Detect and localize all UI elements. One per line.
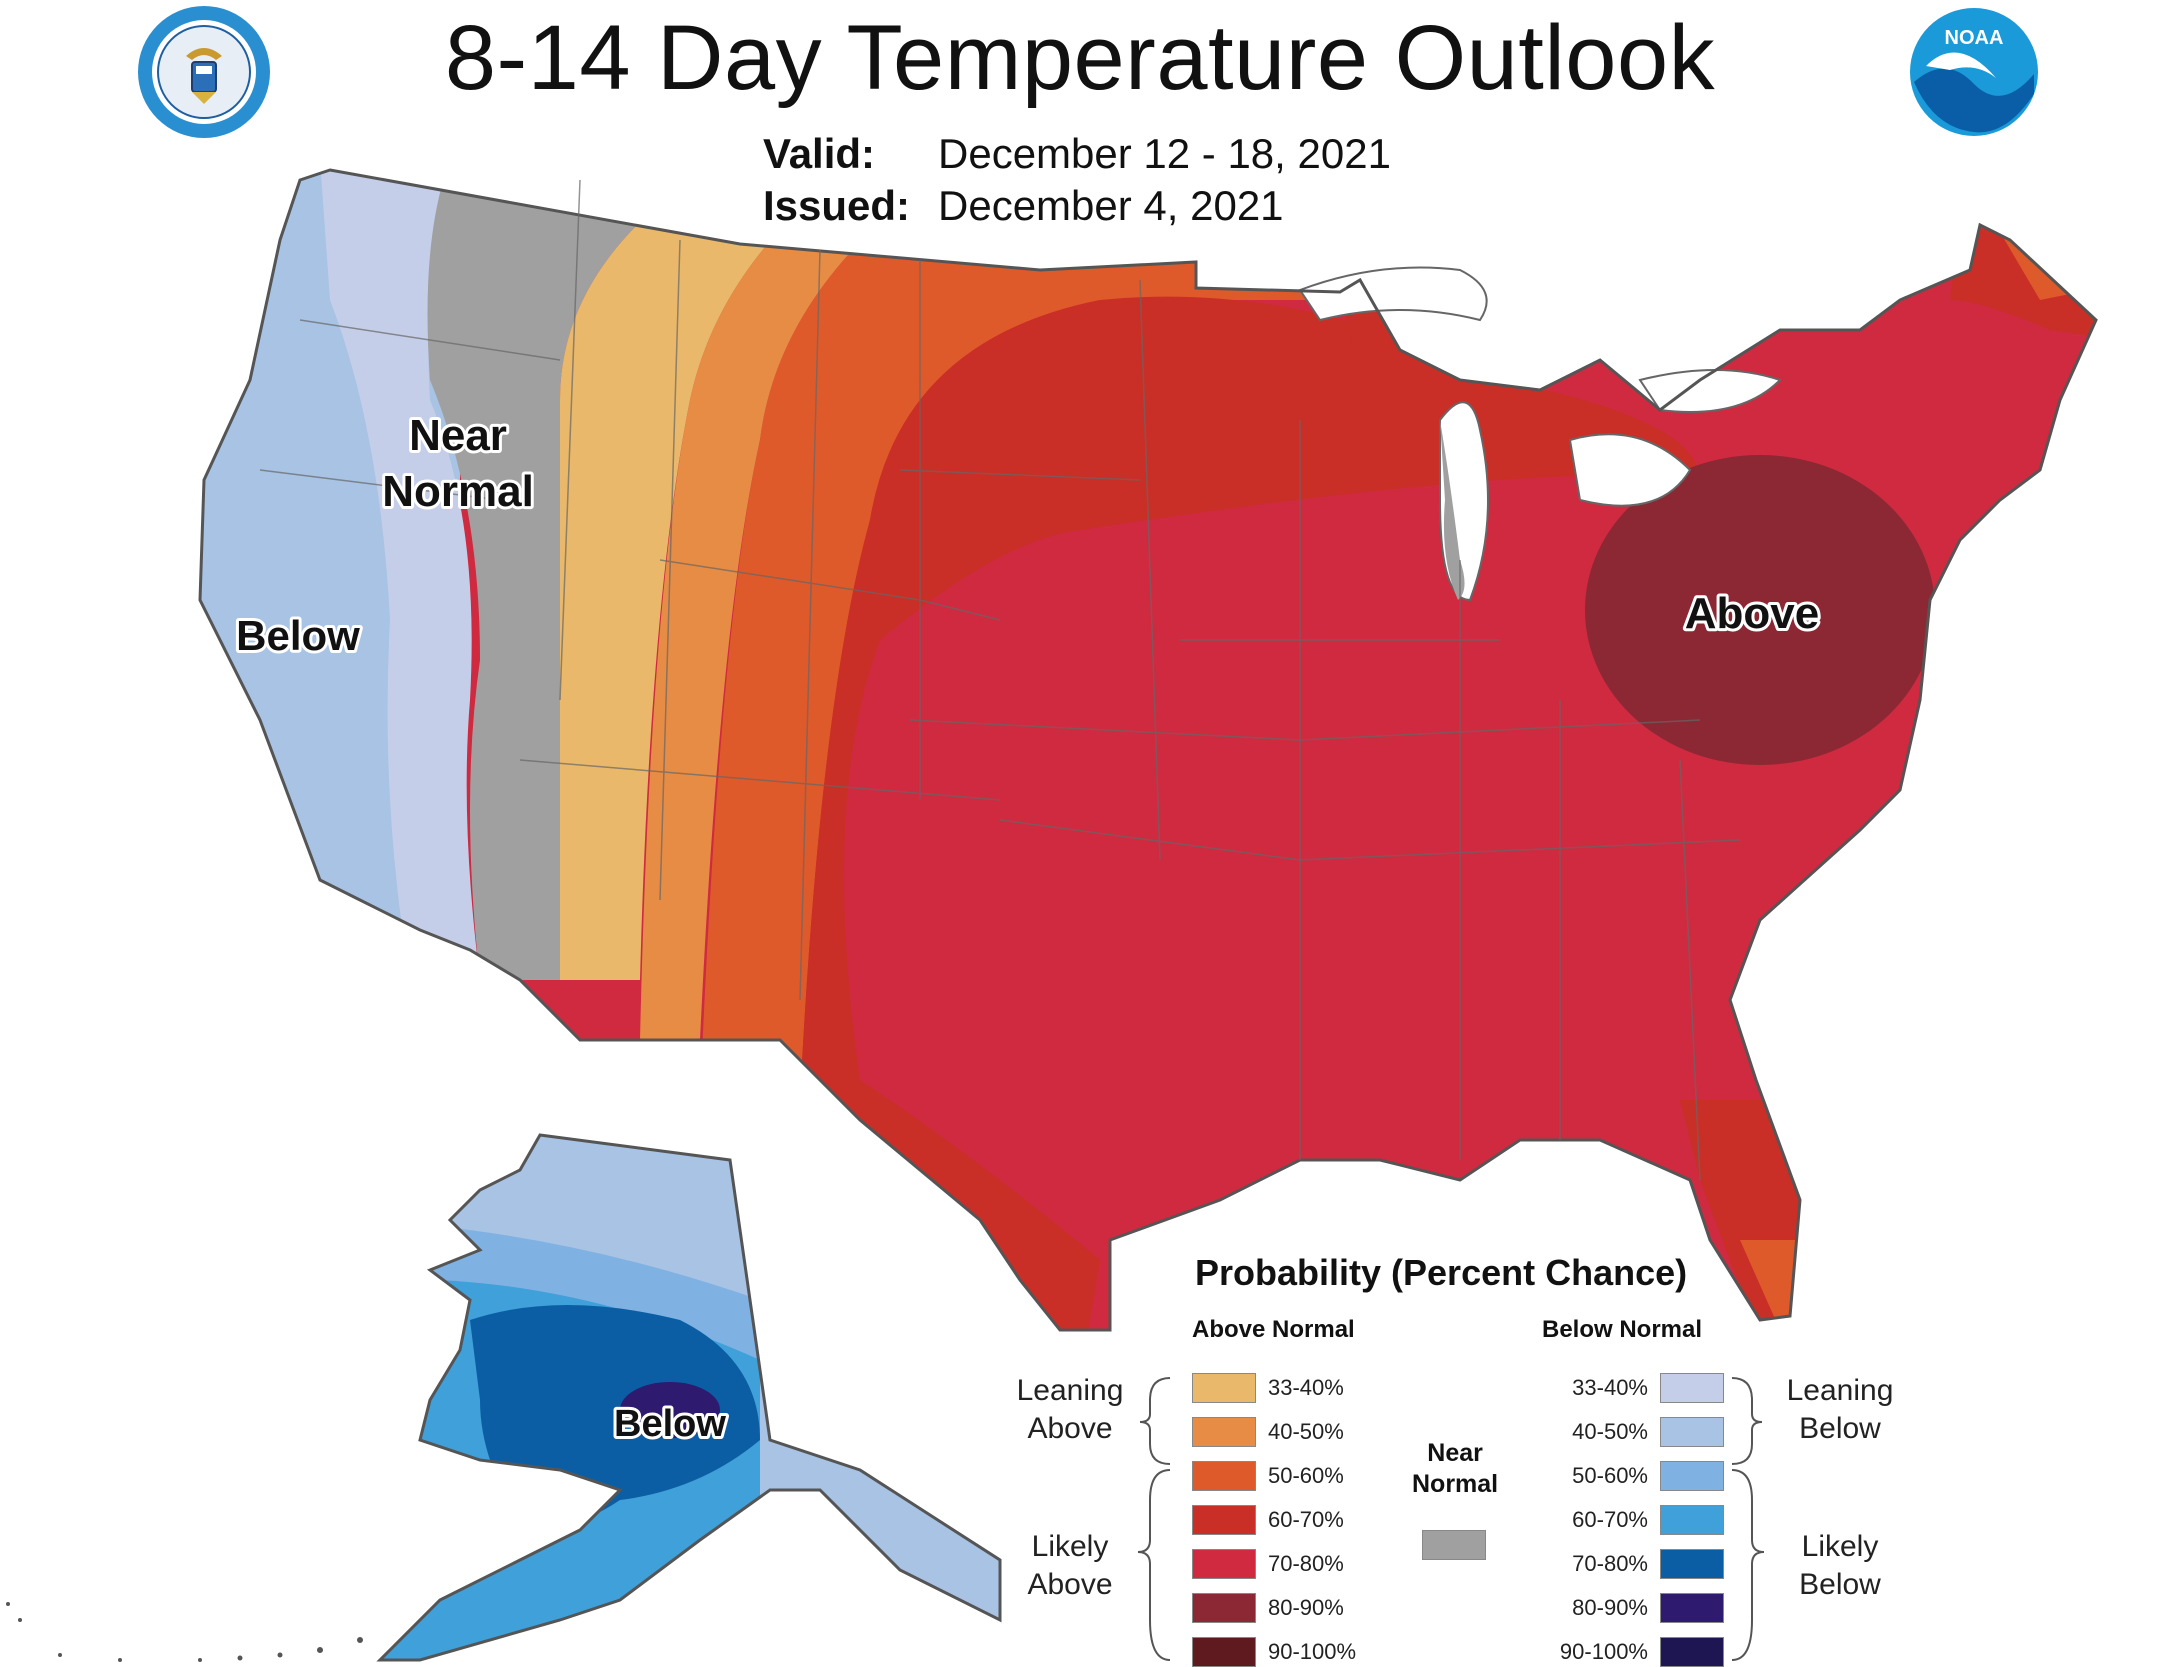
- legend-swatch-below-1: [1660, 1417, 1724, 1447]
- label-below-west: Below: [236, 612, 360, 659]
- legend-label-below-6: 90-100%: [1559, 1639, 1648, 1664]
- region-above-40-50: [640, 170, 960, 1040]
- region-above-33-40: [559, 170, 860, 980]
- date-info: Valid: December 12 - 18, 2021 Issued: Dece…: [763, 128, 1391, 232]
- valid-value: December 12 - 18, 2021: [938, 130, 1391, 177]
- legend-likely-above: Likely Above: [1027, 1530, 1113, 1601]
- legend-title: Probability (Percent Chance): [1195, 1252, 1688, 1293]
- legend-label-below-4: 70-80%: [1572, 1551, 1648, 1576]
- state-boundaries: [259, 179, 1741, 1181]
- valid-line: Valid: December 12 - 18, 2021: [763, 128, 1391, 180]
- legend-label-below-3: 60-70%: [1572, 1507, 1648, 1532]
- aleutian-islands: [6, 1602, 363, 1662]
- legend-label-below-0: 33-40%: [1572, 1375, 1648, 1400]
- legend-swatch-above-3: [1192, 1505, 1256, 1535]
- legend-swatch-below-0: [1660, 1373, 1724, 1403]
- issued-line: Issued: December 4, 2021: [763, 180, 1391, 232]
- legend-swatch-below-5: [1660, 1593, 1724, 1623]
- legend-swatch-above-2: [1192, 1461, 1256, 1491]
- great-lakes: [1298, 266, 1782, 602]
- legend-label-above-0: 33-40%: [1268, 1375, 1344, 1400]
- issued-label: Issued:: [763, 182, 911, 229]
- legend-label-below-5: 80-90%: [1572, 1595, 1648, 1620]
- legend-likely-below: Likely Below: [1799, 1530, 1881, 1601]
- legend-label-above-2: 50-60%: [1268, 1463, 1344, 1488]
- legend-near-normal-label: Near Normal: [1412, 1439, 1499, 1498]
- legend-swatch-below-6: [1660, 1637, 1724, 1667]
- map-title: 8-14 Day Temperature Outlook: [444, 7, 1716, 109]
- legend-swatch-above-6: [1192, 1637, 1256, 1667]
- legend-label-above-1: 40-50%: [1268, 1419, 1344, 1444]
- legend-label-below-1: 40-50%: [1572, 1419, 1648, 1444]
- commerce-seal-logo: [138, 6, 270, 138]
- label-above-east: Above: [1685, 589, 1819, 638]
- legend-braces: [1137, 1377, 1765, 1661]
- legend-label-below-2: 50-60%: [1572, 1463, 1648, 1488]
- issued-value: December 4, 2021: [938, 182, 1284, 229]
- conus-map: [200, 170, 2096, 1330]
- legend-near-normal-swatch: [1422, 1530, 1486, 1560]
- region-below-33-40: [320, 170, 480, 980]
- alaska-map: [380, 1135, 1000, 1660]
- label-below-alaska: Below: [614, 1403, 726, 1445]
- conus-outline: [198, 168, 2098, 1332]
- legend-above-header: Above Normal: [1192, 1316, 1355, 1343]
- region-near-normal: [427, 170, 720, 980]
- legend-leaning-below: Leaning Below: [1786, 1374, 1894, 1445]
- label-near-normal-line1: Near: [409, 411, 507, 460]
- legend-label-above-5: 80-90%: [1268, 1595, 1344, 1620]
- legend-label-above-3: 60-70%: [1268, 1507, 1344, 1532]
- legend-swatch-above-1: [1192, 1417, 1256, 1447]
- legend-swatch-above-5: [1192, 1593, 1256, 1623]
- legend-swatch-below-3: [1660, 1505, 1724, 1535]
- legend-label-above-6: 90-100%: [1268, 1639, 1357, 1664]
- legend-swatch-below-2: [1660, 1461, 1724, 1491]
- noaa-logo-text: NOAA: [1945, 27, 2004, 49]
- label-near-normal-line2: Normal: [382, 467, 534, 516]
- alaska-outline: [376, 1133, 1002, 1662]
- noaa-logo: NOAA: [1910, 8, 2038, 136]
- legend-swatch-below-4: [1660, 1549, 1724, 1579]
- legend-leaning-above: Leaning Above: [1016, 1374, 1124, 1445]
- legend-label-above-4: 70-80%: [1268, 1551, 1344, 1576]
- legend-below-header: Below Normal: [1542, 1316, 1703, 1343]
- legend-swatch-above-0: [1192, 1373, 1256, 1403]
- legend-swatch-above-4: [1192, 1549, 1256, 1579]
- region-above-80-90: [1585, 455, 1935, 765]
- valid-label: Valid:: [763, 130, 876, 177]
